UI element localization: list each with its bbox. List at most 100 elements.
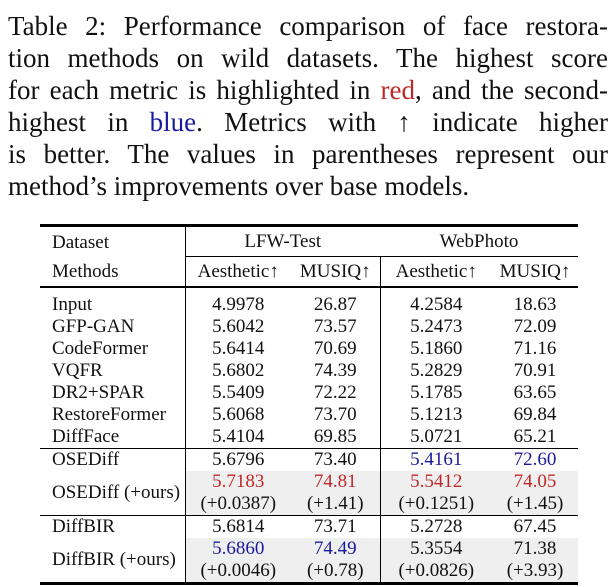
metric-value: 74.39 (313, 360, 357, 381)
value-cell: 5.6802 (184, 360, 291, 382)
value-cell: 73.40 (291, 449, 380, 472)
caption-text: for each metric is highlighted in (8, 75, 381, 105)
method-name: DiffBIR (+ours) (52, 549, 176, 570)
group-header-webphoto: WebPhoto (380, 225, 579, 257)
metric-value: 5.4161 (410, 449, 463, 470)
value-cell: 5.5409 (184, 382, 291, 404)
metric-value: 5.6414 (212, 338, 265, 359)
table-row: DiffBIR (+ours) 5.6860 (+0.0046) 74.49 (+0.7… (40, 538, 579, 584)
value-cell: 74.49 (+0.78) (291, 538, 380, 584)
value-cell: 70.69 (291, 338, 380, 360)
table-row: DiffBIR 5.6814 73.71 5.2728 67.45 (40, 515, 579, 539)
improvement-value: (+1.45) (506, 493, 564, 514)
value-cell: 72.60 (492, 449, 578, 472)
improvement-value: (+0.1251) (398, 493, 475, 514)
metric-value: 5.6042 (212, 316, 265, 337)
method-name: VQFR (52, 360, 103, 381)
table-row: DiffFace 5.4104 69.85 5.0721 65.21 (40, 426, 578, 449)
value-cell: 26.87 (291, 287, 380, 316)
metric-value: 74.05 (513, 471, 557, 492)
table-row: Input 4.9978 26.87 4.2584 18.63 (40, 287, 578, 316)
group-header-lfw-test: LFW-Test (184, 225, 380, 257)
metric-value: 5.2473 (410, 316, 463, 337)
metric-value: 73.40 (313, 449, 357, 470)
value-cell: 4.2584 (379, 287, 492, 316)
metric-value: 5.2829 (410, 360, 463, 381)
table-row: DR2+SPAR 5.5409 72.22 5.1785 63.65 (40, 382, 578, 404)
value-cell: 71.16 (492, 338, 578, 360)
metric-value: 18.63 (513, 294, 557, 315)
improvement-value: (+0.78) (306, 560, 364, 581)
metric-value: 63.65 (513, 382, 557, 403)
caption-line: is better. The values in parentheses rep… (8, 138, 608, 170)
value-cell: 63.65 (492, 382, 578, 404)
method-name: RestoreFormer (52, 404, 166, 425)
value-cell: 5.3554 (+0.0826) (379, 538, 492, 584)
value-cell: 5.4161 (379, 448, 492, 471)
caption-text: tion methods on wild datasets. The highe… (8, 43, 608, 73)
improvement-value: (+3.93) (506, 560, 564, 581)
metric-value: 4.9978 (212, 294, 265, 315)
metric-value: 69.85 (313, 426, 357, 447)
header-row-metrics: Aesthetic↑ MUSIQ↑ Aesthetic↑ MUSIQ↑ (40, 256, 578, 287)
metric-value: 74.49 (313, 538, 357, 559)
metric-value: 67.45 (513, 516, 557, 537)
value-cell: 5.6814 (184, 515, 291, 538)
results-table: Dataset Methods LFW-Test WebPhoto Aesthe… (40, 224, 579, 585)
metric-value: 5.6796 (212, 449, 265, 470)
value-cell: 5.1213 (379, 404, 492, 426)
method-name: DR2+SPAR (52, 382, 145, 403)
improvement-value: (+0.0826) (398, 560, 475, 581)
table-row: OSEDiff (+ours) 5.7183 (+0.0387) 74.81 (+1.4… (40, 471, 579, 516)
table-header: Dataset Methods LFW-Test WebPhoto Aesthe… (40, 225, 579, 288)
metric-value: 5.1785 (410, 382, 463, 403)
metric-value: 5.0721 (410, 426, 463, 447)
caption-highlight-red: red (380, 75, 415, 105)
value-cell: 5.6860 (+0.0046) (184, 538, 291, 584)
dataset-header-label: Dataset (52, 231, 109, 253)
table-body: Input 4.9978 26.87 4.2584 18.63 GFP-GAN 5.6042… (40, 287, 579, 584)
improvement-value: (+1.41) (306, 493, 364, 514)
caption-text: Table 2: Performance comparison of face … (8, 11, 608, 41)
metric-value: 5.5409 (212, 382, 265, 403)
value-cell: 5.6042 (184, 316, 291, 338)
subheader-lfw-musiq: MUSIQ↑ (299, 261, 371, 282)
caption-line: Table 2: Performance comparison of face … (8, 10, 608, 42)
value-cell: 5.2829 (379, 360, 492, 382)
dataset-methods-header: Dataset Methods (40, 226, 185, 288)
metric-value: 65.21 (513, 426, 557, 447)
method-name: GFP-GAN (52, 316, 135, 337)
metric-value: 5.6860 (212, 538, 265, 559)
metric-value: 71.38 (513, 538, 557, 559)
subheader-web-musiq: MUSIQ↑ (499, 261, 571, 282)
metric-value: 72.22 (313, 382, 357, 403)
caption-line: highest in blue. Metrics with ↑ indicate… (8, 106, 608, 138)
value-cell: 18.63 (492, 287, 578, 316)
caption-line: method’s improvements over base models. (8, 170, 608, 202)
method-name: DiffFace (52, 426, 120, 447)
value-cell: 5.1785 (379, 382, 492, 404)
value-cell: 5.0721 (379, 426, 492, 449)
metric-value: 73.57 (313, 316, 357, 337)
subheader-lfw-aesthetic: Aesthetic↑ (184, 256, 291, 287)
improvement-value: (+0.0046) (200, 560, 277, 581)
metric-value: 5.6068 (212, 404, 265, 425)
metric-value: 5.6802 (212, 360, 265, 381)
table-row: VQFR 5.6802 74.39 5.2829 70.91 (40, 360, 578, 382)
value-cell: 72.22 (291, 382, 380, 404)
value-cell: 73.70 (291, 404, 380, 426)
value-cell: 5.6796 (184, 448, 291, 471)
value-cell: 5.4104 (184, 426, 291, 449)
method-name: DiffBIR (52, 516, 115, 537)
value-cell: 73.71 (291, 516, 380, 539)
metric-value: 5.4104 (212, 426, 265, 447)
metric-value: 74.81 (313, 471, 357, 492)
value-cell: 5.6068 (184, 404, 291, 426)
value-cell: 5.6414 (184, 338, 291, 360)
value-cell: 4.9978 (184, 287, 291, 316)
value-cell: 74.05 (+1.45) (492, 471, 579, 516)
metric-value: 73.71 (313, 516, 357, 537)
method-name: Input (52, 294, 93, 315)
metric-value: 26.87 (313, 294, 357, 315)
